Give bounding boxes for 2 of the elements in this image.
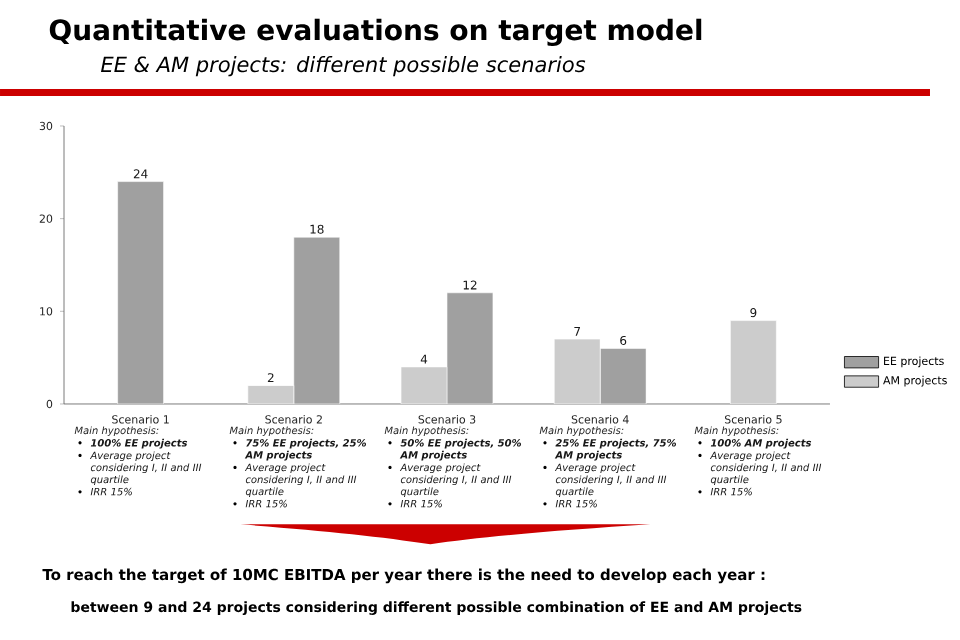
chart-subtitle: EE & AM projects: different possible scenarios (100, 56, 586, 77)
chart-title: Quantitative evaluations on target model (49, 18, 702, 47)
